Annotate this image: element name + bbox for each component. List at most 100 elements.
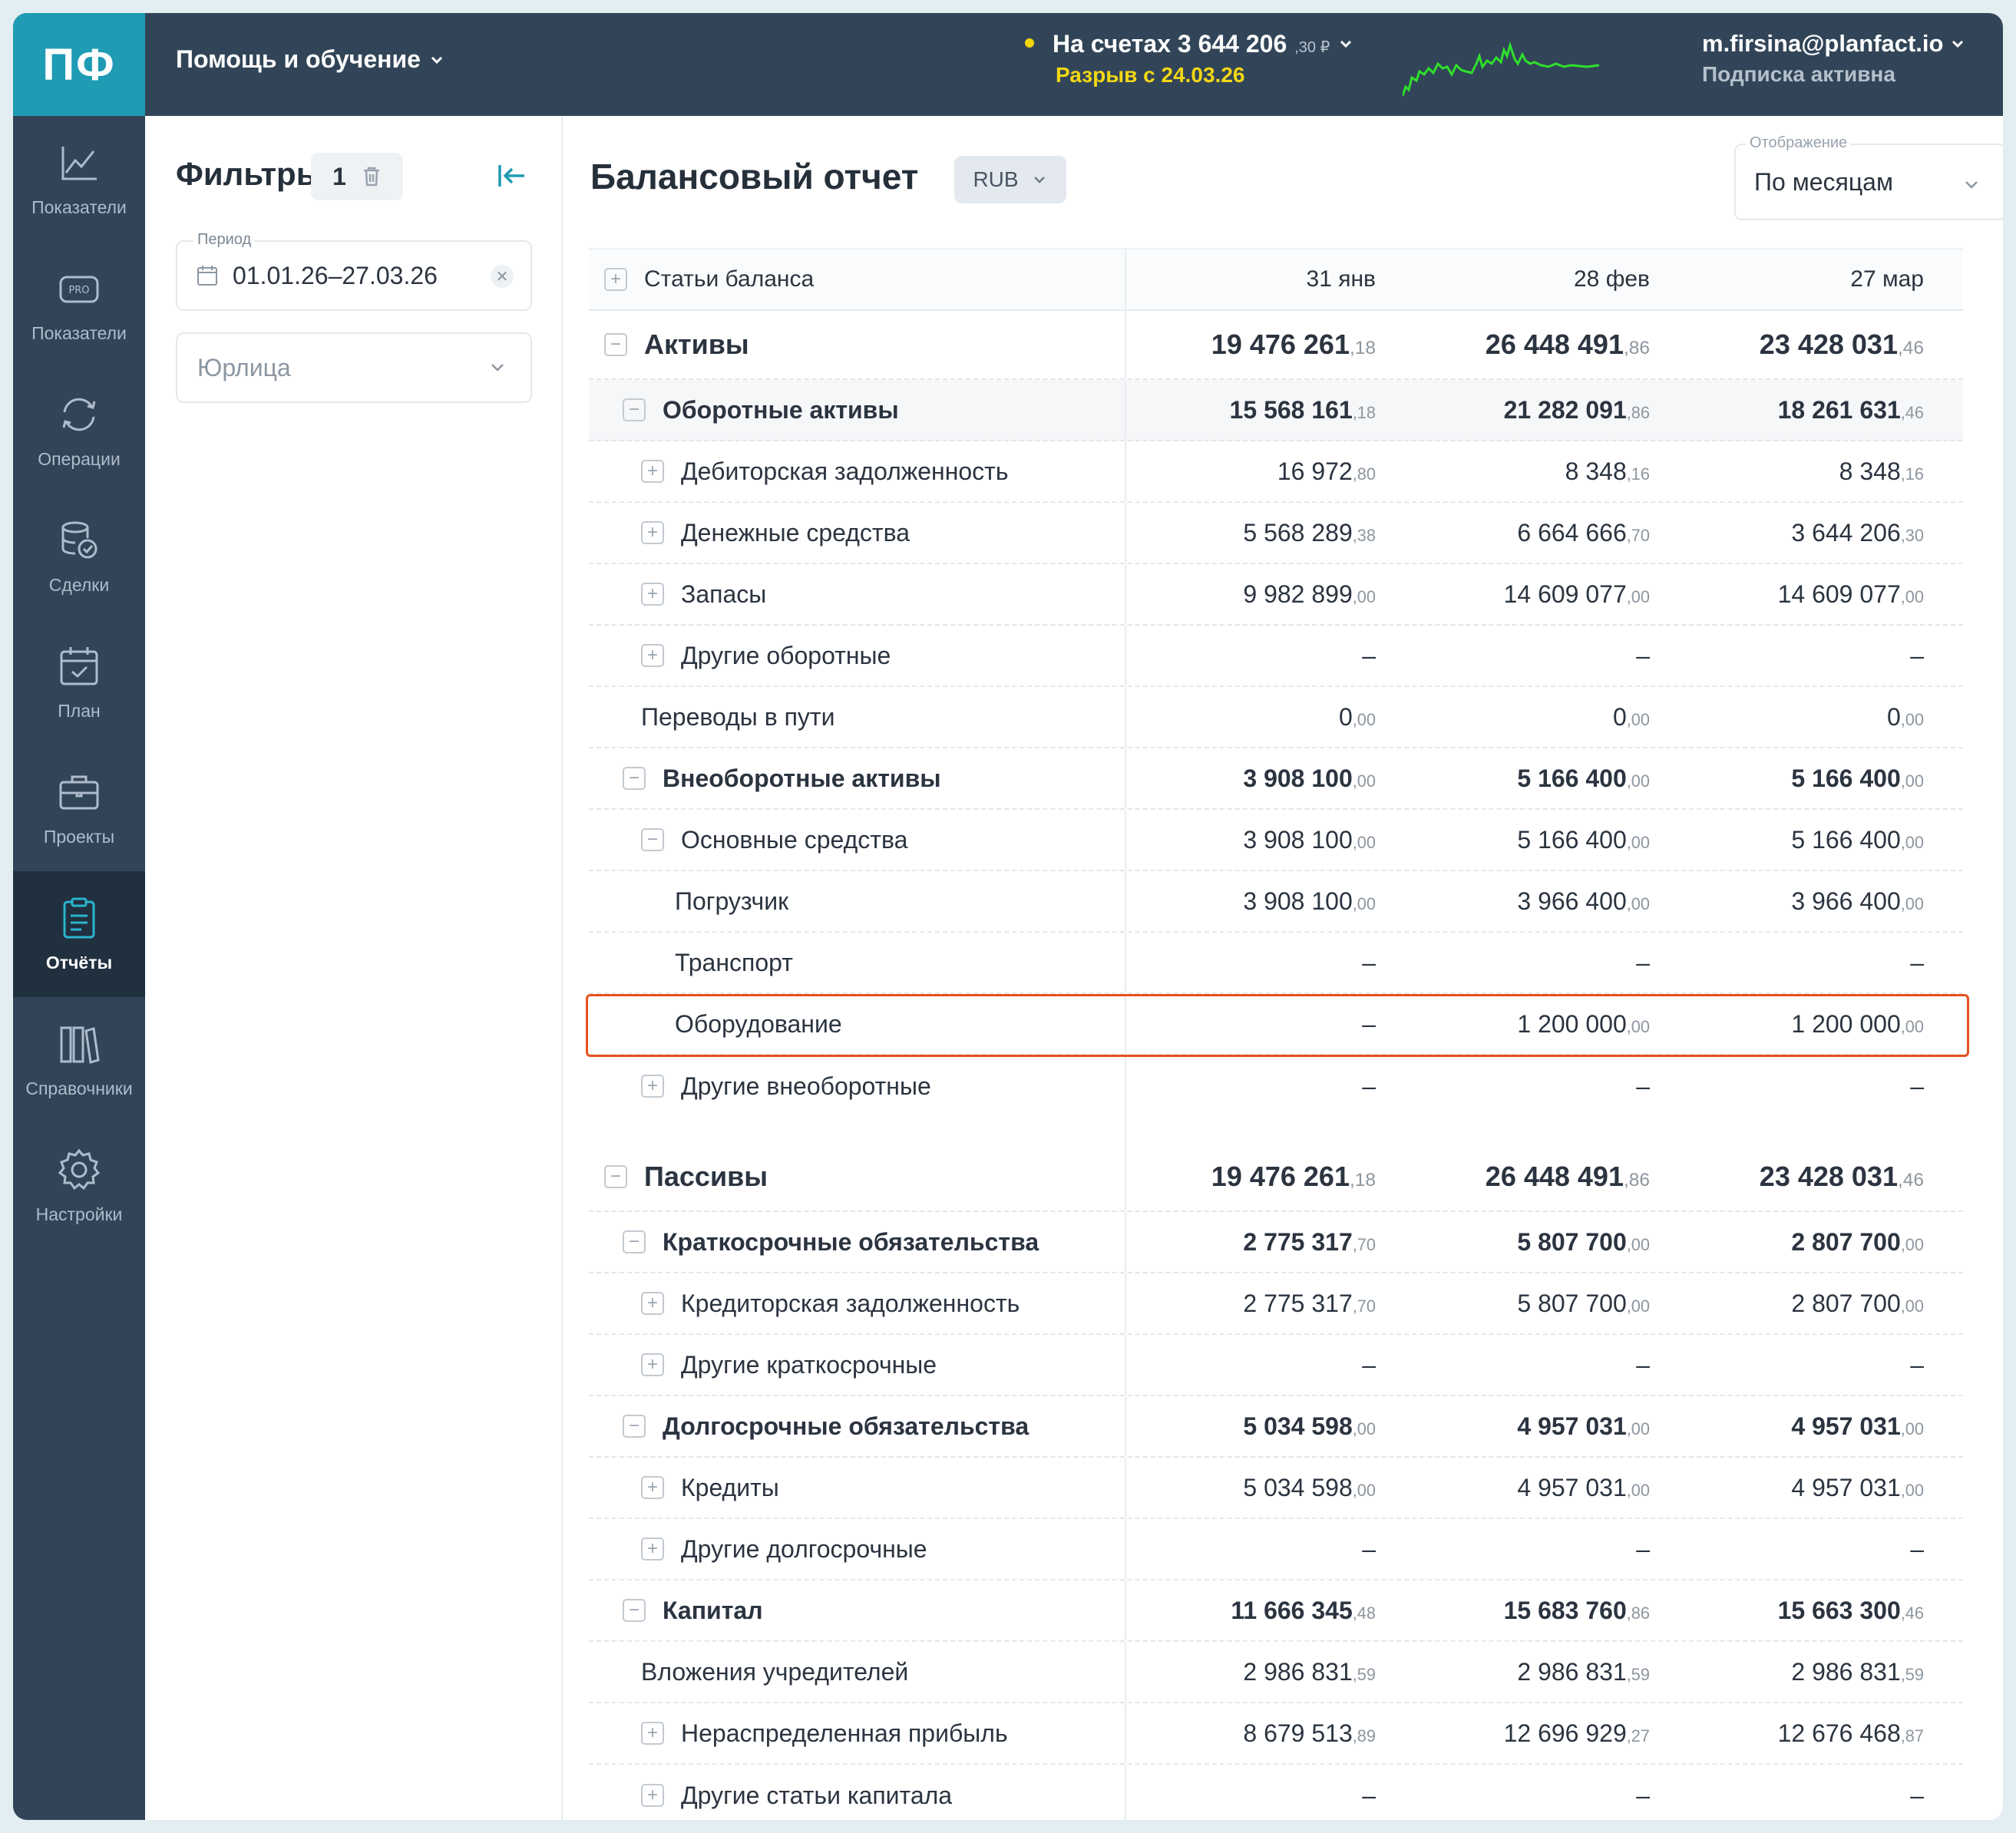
- table-row[interactable]: [589, 1117, 1963, 1143]
- table-row[interactable]: + Нераспределенная прибыль 8 679 513,89 12 …: [589, 1703, 1963, 1765]
- balance-label: На счетах 3 644 206: [1053, 30, 1287, 58]
- table-row[interactable]: − Капитал 11 666 345,48 15 683 760,86 15 663…: [589, 1580, 1963, 1642]
- display-mode-select[interactable]: По месяцам: [1734, 144, 2003, 220]
- clipboard-icon: [63, 897, 95, 938]
- sidebar-item-label: Отчёты: [45, 952, 113, 973]
- sidebar-item-indicators[interactable]: Показатели: [13, 116, 145, 242]
- collapse-icon[interactable]: −: [623, 1599, 646, 1622]
- currency-select[interactable]: RUB: [954, 156, 1066, 203]
- table-row[interactable]: + Кредиты 5 034 598,00 4 957 031,00 4 957 03…: [589, 1458, 1963, 1519]
- row-name-cell: + Другие оборотные: [589, 626, 1126, 685]
- expand-all-icon[interactable]: +: [604, 268, 627, 291]
- row-value: –: [1126, 949, 1400, 977]
- sidebar: Показатели PRO Показатели Операции Сделк…: [13, 116, 145, 1820]
- trash-icon[interactable]: [362, 166, 382, 187]
- collapse-icon[interactable]: −: [623, 1415, 646, 1438]
- row-value: 2 986 831,59: [1400, 1658, 1674, 1686]
- sidebar-item-reports[interactable]: Отчёты: [13, 871, 145, 997]
- expand-icon[interactable]: +: [641, 1784, 664, 1807]
- filters-count-badge[interactable]: 1: [311, 153, 403, 200]
- expand-icon[interactable]: +: [641, 1537, 664, 1561]
- expand-icon[interactable]: +: [641, 1075, 664, 1098]
- table-row[interactable]: Оборудование –1 200 000,00 1 200 000,00: [589, 994, 1963, 1055]
- expand-icon[interactable]: +: [641, 644, 664, 667]
- sidebar-item-label: Проекты: [43, 826, 115, 847]
- value-main: –: [1636, 1072, 1650, 1100]
- value-main: –: [1910, 1781, 1924, 1809]
- table-row[interactable]: − Основные средства 3 908 100,00 5 166 400,…: [589, 810, 1963, 871]
- value-main: –: [1910, 948, 1924, 976]
- table-row[interactable]: − Пассивы 19 476 261,18 26 448 491,86 23 428…: [589, 1143, 1963, 1212]
- expand-icon[interactable]: +: [641, 1476, 664, 1499]
- sidebar-item-projects[interactable]: Проекты: [13, 745, 145, 871]
- collapse-icon[interactable]: −: [641, 828, 664, 851]
- collapse-icon[interactable]: −: [623, 398, 646, 421]
- sidebar-item-indicators-pro[interactable]: PRO Показатели: [13, 242, 145, 368]
- expand-icon[interactable]: +: [641, 583, 664, 606]
- chevron-down-icon: [1340, 40, 1352, 48]
- value-main: 12 696 929: [1503, 1719, 1627, 1747]
- value-kop: ,00: [1900, 893, 1924, 913]
- row-name-cell: + Другие внеоборотные: [589, 1055, 1126, 1117]
- header-col: 31 янв: [1306, 266, 1376, 292]
- value-main: 23 428 031: [1759, 1161, 1898, 1192]
- table-row[interactable]: Вложения учредителей 2 986 831,59 2 986 83…: [589, 1642, 1963, 1703]
- balance-sparkline: [1403, 41, 1600, 97]
- sidebar-item-references[interactable]: Справочники: [13, 997, 145, 1123]
- expand-icon[interactable]: +: [641, 1353, 664, 1376]
- expand-icon[interactable]: +: [641, 1722, 664, 1745]
- table-row[interactable]: + Другие долгосрочные – – –: [589, 1519, 1963, 1580]
- table-row[interactable]: − Внеоборотные активы 3 908 100,00 5 166 40…: [589, 748, 1963, 810]
- sidebar-item-operations[interactable]: Операции: [13, 368, 145, 494]
- collapse-icon[interactable]: −: [623, 1230, 646, 1253]
- table-row[interactable]: − Активы 19 476 261,18 26 448 491,86 23 428 …: [589, 311, 1963, 380]
- value-kop: ,27: [1626, 1726, 1650, 1745]
- table-row[interactable]: + Другие статьи капитала – – –: [589, 1765, 1963, 1820]
- table-row[interactable]: − Краткосрочные обязательства 2 775 317,70…: [589, 1212, 1963, 1273]
- row-value: 3 908 100,00: [1126, 887, 1400, 916]
- collapse-icon[interactable]: −: [604, 333, 627, 356]
- table-row[interactable]: Погрузчик 3 908 100,00 3 966 400,00 3 966 4…: [589, 871, 1963, 933]
- table-row[interactable]: Транспорт – – –: [589, 933, 1963, 994]
- legal-entity-select[interactable]: Юрлица: [176, 332, 532, 403]
- row-name: Внеоборотные активы: [663, 764, 941, 792]
- table-row[interactable]: − Оборотные активы 15 568 161,18 21 282 091…: [589, 380, 1963, 441]
- sidebar-item-deals[interactable]: Сделки: [13, 494, 145, 619]
- value-kop: ,16: [1626, 464, 1650, 484]
- row-value: –: [1674, 949, 1948, 977]
- table-row[interactable]: + Дебиторская задолженность 16 972,80 8 348…: [589, 441, 1963, 503]
- row-value: 3 966 400,00: [1400, 887, 1674, 916]
- value-kop: ,30: [1900, 525, 1924, 545]
- table-row[interactable]: + Запасы 9 982 899,00 14 609 077,00 14 609 0…: [589, 564, 1963, 626]
- row-value: 4 957 031,00: [1400, 1474, 1674, 1502]
- table-row[interactable]: + Другие внеоборотные – – –: [589, 1055, 1963, 1117]
- balance-widget[interactable]: На счетах 3 644 206 ,30 ₽ Разрыв с 24.03…: [1025, 30, 1354, 88]
- logo[interactable]: ПФ: [13, 13, 145, 116]
- table-row[interactable]: − Долгосрочные обязательства 5 034 598,00 4…: [589, 1396, 1963, 1458]
- clear-period-icon[interactable]: ✕: [491, 265, 514, 288]
- user-menu[interactable]: m.firsina@planfact.io Подписка активна: [1702, 30, 1966, 87]
- value-main: –: [1636, 1781, 1650, 1809]
- row-name-cell: Погрузчик: [589, 871, 1126, 931]
- row-value: –: [1400, 1072, 1674, 1101]
- table-row[interactable]: + Другие краткосрочные – – –: [589, 1335, 1963, 1396]
- period-field[interactable]: 01.01.26–27.03.26 ✕: [176, 240, 532, 311]
- row-value: 0,00: [1126, 703, 1400, 732]
- value-kop: ,87: [1900, 1726, 1924, 1745]
- collapse-icon[interactable]: −: [604, 1165, 627, 1188]
- sidebar-item-plan[interactable]: План: [13, 619, 145, 745]
- expand-icon[interactable]: +: [641, 460, 664, 483]
- value-main: 5 034 598: [1243, 1412, 1353, 1440]
- value-kop: ,00: [1626, 832, 1650, 852]
- collapse-panel-icon[interactable]: [497, 162, 527, 190]
- table-row[interactable]: + Другие оборотные – – –: [589, 626, 1963, 687]
- table-row[interactable]: + Кредиторская задолженность 2 775 317,70 5…: [589, 1273, 1963, 1335]
- table-row[interactable]: Переводы в пути 0,00 0,00 0,00: [589, 687, 1963, 748]
- expand-icon[interactable]: +: [641, 521, 664, 544]
- sidebar-item-settings[interactable]: Настройки: [13, 1123, 145, 1249]
- help-menu[interactable]: Помощь и обучение: [176, 45, 445, 74]
- collapse-icon[interactable]: −: [623, 767, 646, 790]
- value-main: –: [1362, 1534, 1376, 1563]
- expand-icon[interactable]: +: [641, 1292, 664, 1315]
- table-row[interactable]: + Денежные средства 5 568 289,38 6 664 666,…: [589, 503, 1963, 564]
